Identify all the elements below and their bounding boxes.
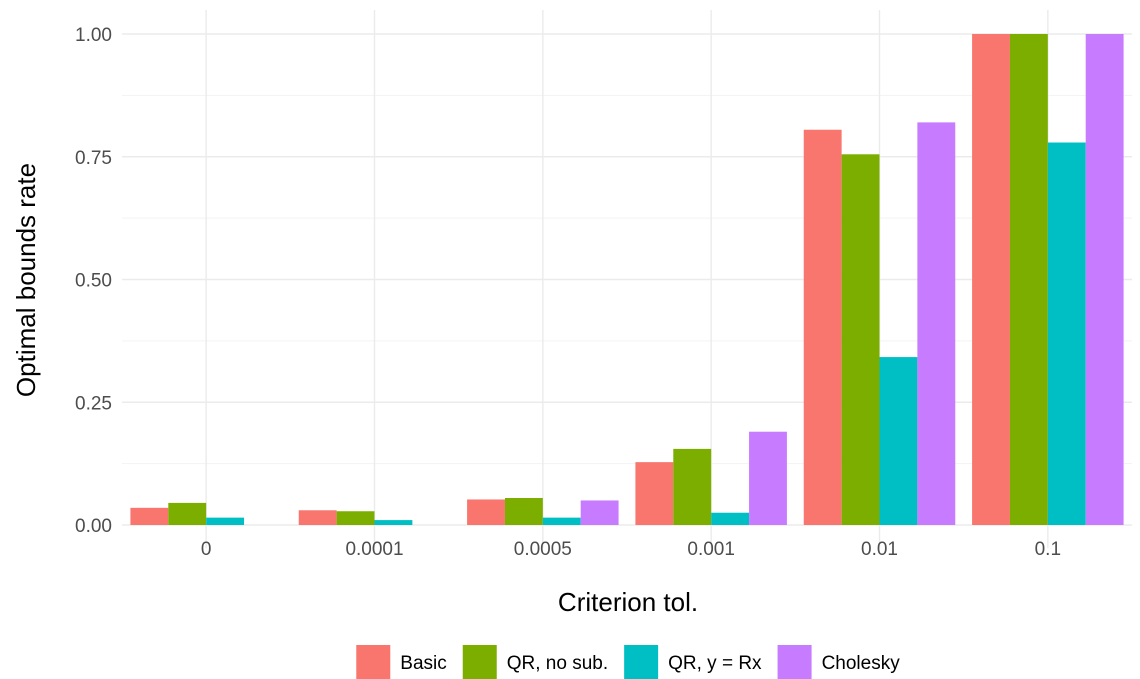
bar xyxy=(542,517,581,525)
x-tick-label: 0.001 xyxy=(687,539,735,560)
legend-key xyxy=(777,645,812,679)
bar xyxy=(580,500,619,525)
bar xyxy=(168,502,207,525)
bar xyxy=(1085,34,1124,525)
bar xyxy=(336,511,375,525)
legend-item: QR, y = Rx xyxy=(624,645,762,679)
bar xyxy=(673,448,712,525)
y-tick-label: 0.25 xyxy=(75,393,112,414)
y-tick-label: 1.00 xyxy=(75,25,112,46)
bar xyxy=(711,512,750,525)
bar xyxy=(206,517,245,525)
y-axis-ticks: 0.00 0.25 0.50 0.75 1.00 xyxy=(75,25,112,537)
legend-label: Cholesky xyxy=(822,653,901,674)
legend-key xyxy=(356,645,391,679)
bar xyxy=(879,357,918,525)
bar xyxy=(749,431,787,525)
bar xyxy=(504,497,543,525)
bar xyxy=(917,122,956,525)
legend-label: QR, y = Rx xyxy=(668,653,762,674)
x-axis-title: Criterion tol. xyxy=(558,587,698,617)
bar xyxy=(298,510,337,525)
y-tick-label: 0.50 xyxy=(75,271,112,292)
bar xyxy=(130,507,169,525)
bar xyxy=(1009,34,1048,525)
x-tick-label: 0.0001 xyxy=(345,539,403,560)
legend-item: Cholesky xyxy=(777,645,901,679)
bar xyxy=(972,34,1010,525)
bar xyxy=(1047,142,1086,526)
bar xyxy=(635,462,674,525)
legend-key xyxy=(462,645,497,679)
bar xyxy=(467,499,505,525)
legend-label: QR, no sub. xyxy=(507,653,608,674)
legend: Basic QR, no sub. QR, y = Rx Cholesky xyxy=(356,645,900,679)
legend-item: Basic xyxy=(356,645,447,679)
x-axis-ticks: 0 0.0001 0.0005 0.001 0.01 0.1 xyxy=(201,539,1061,560)
y-axis-title: Optimal bounds rate xyxy=(11,163,41,397)
y-tick-label: 0.75 xyxy=(75,148,112,169)
bar xyxy=(803,129,842,525)
bars xyxy=(130,34,1124,526)
y-tick-label: 0.00 xyxy=(75,516,112,537)
legend-key xyxy=(624,645,659,679)
x-tick-label: 0 xyxy=(201,539,212,560)
x-tick-label: 0.1 xyxy=(1035,539,1061,560)
bar xyxy=(374,520,413,525)
x-tick-label: 0.0005 xyxy=(514,539,572,560)
legend-item: QR, no sub. xyxy=(462,645,608,679)
legend-label: Basic xyxy=(400,653,446,674)
bar xyxy=(841,154,880,526)
x-tick-label: 0.01 xyxy=(861,539,898,560)
